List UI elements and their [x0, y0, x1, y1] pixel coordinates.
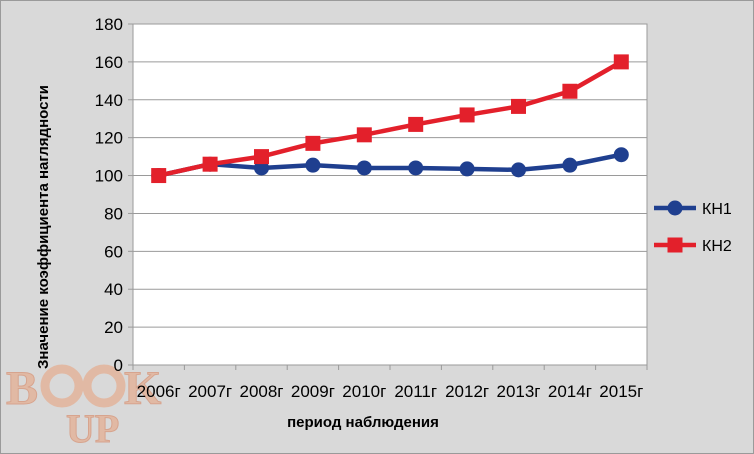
data-point — [459, 107, 475, 123]
y-tick-label: 160 — [95, 53, 123, 72]
data-point — [254, 160, 269, 176]
data-point — [562, 157, 578, 173]
y-tick-label: 100 — [95, 167, 123, 186]
x-tick-label: 2012г — [445, 382, 489, 401]
x-axis-ticks: 2006г 2007г 2008г 2009г 2010г 2011г 2012г 2013г… — [132, 365, 648, 401]
svg-text:B: B — [6, 362, 38, 415]
plot-area — [132, 23, 648, 366]
x-tick-label: 2006г — [137, 382, 181, 401]
data-point — [151, 168, 167, 184]
series-line — [158, 59, 623, 178]
y-tick-label: 0 — [114, 356, 123, 375]
data-point — [613, 147, 629, 163]
y-axis-ticks: 0 20 40 60 80 100 120 140 160 180 — [95, 15, 133, 375]
series-2 — [151, 54, 629, 184]
x-tick-label: 2014г — [548, 382, 592, 401]
data-point — [305, 157, 321, 173]
x-tick-label: 2010г — [342, 382, 386, 401]
series-layer — [151, 54, 629, 184]
data-point — [511, 98, 526, 114]
data-point — [408, 160, 424, 176]
y-tick-label: 20 — [104, 318, 123, 337]
y-axis-label: Значение коэффициента наглядности — [35, 85, 52, 369]
data-point — [356, 160, 372, 176]
data-point — [562, 83, 578, 99]
data-point — [356, 127, 372, 143]
legend-item: КН2 — [654, 237, 732, 255]
legend-item: КН1 — [654, 200, 732, 218]
legend-swatch-marker — [667, 200, 683, 216]
x-tick-label: 2013г — [496, 382, 540, 401]
data-point — [459, 161, 475, 177]
x-tick-label: 2011г — [394, 382, 437, 401]
watermark-logo: B K UP — [6, 362, 162, 452]
y-tick-label: 60 — [104, 242, 123, 261]
legend-label: КН1 — [702, 201, 732, 218]
svg-text:UP: UP — [66, 406, 119, 451]
y-tick-label: 120 — [95, 129, 123, 148]
x-tick-label: 2008г — [239, 382, 283, 401]
legend: КН1 КН2 — [654, 200, 732, 255]
y-tick-label: 40 — [104, 280, 123, 299]
series-line — [158, 152, 622, 178]
data-point — [202, 156, 218, 172]
x-tick-label: 2007г — [188, 382, 232, 401]
data-point — [305, 135, 321, 151]
x-tick-label: 2015г — [599, 382, 643, 401]
gridlines — [133, 23, 647, 366]
data-point — [408, 116, 424, 132]
x-axis-label: период наблюдения — [287, 414, 439, 431]
y-tick-label: 80 — [104, 204, 123, 223]
svg-text:K: K — [124, 362, 161, 415]
data-point — [613, 54, 629, 70]
y-tick-label: 180 — [95, 15, 123, 34]
data-point — [511, 162, 526, 178]
legend-label: КН2 — [702, 238, 732, 255]
legend-swatch-marker — [667, 237, 683, 253]
y-tick-label: 140 — [95, 91, 123, 110]
data-point — [254, 149, 269, 165]
x-tick-label: 2009г — [291, 382, 335, 401]
